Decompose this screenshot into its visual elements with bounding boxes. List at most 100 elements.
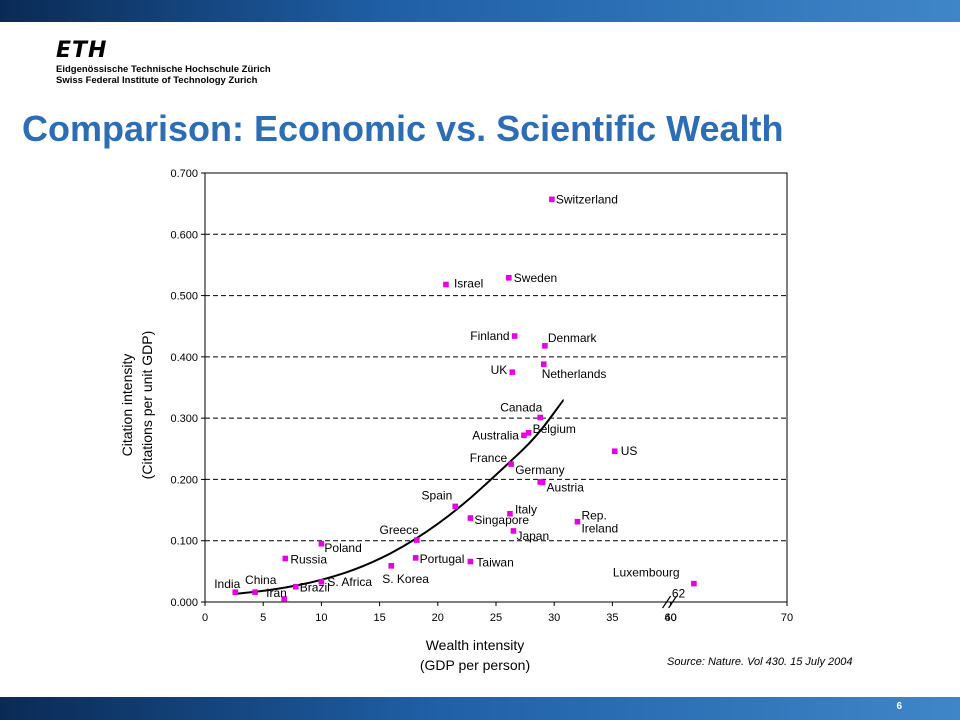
x-tick-label: 60 (664, 612, 676, 624)
x-tick-label: 10 (315, 612, 327, 624)
point-label: Canada (500, 401, 542, 415)
y-tick-label: 0.500 (170, 291, 198, 303)
x-tick-label: 5 (260, 612, 266, 624)
data-point (540, 361, 547, 368)
data-point (611, 448, 618, 455)
data-point (252, 589, 258, 595)
data-point (506, 274, 512, 281)
data-point (574, 518, 581, 525)
page-number: 6 (896, 701, 902, 712)
x-tick-label: 40 (664, 612, 676, 624)
point-label: Luxembourg (613, 566, 680, 580)
tick-labels: 0.000 0.100 0.200 0.300 0.400 0.500 0.600 0.700… (170, 168, 793, 624)
point-label: Germany (515, 463, 564, 477)
y-tick-label: 0.100 (170, 536, 198, 548)
y-tick-label: 0.200 (170, 474, 198, 486)
source-note: Source: Nature. Vol 430. 15 July 2004 (667, 656, 853, 668)
data-point (542, 343, 548, 349)
x-tick-label: 15 (373, 612, 385, 624)
data-point (467, 558, 474, 565)
data-point (691, 580, 697, 587)
point-label: Australia (472, 428, 519, 442)
x-tick-label: 0 (202, 612, 208, 624)
point-label: Austria (547, 480, 585, 494)
slide-title: Comparison: Economic vs. Scientific Weal… (22, 108, 784, 149)
data-point (281, 596, 287, 602)
data-point (537, 414, 544, 421)
point-label: Singapore (474, 513, 529, 527)
point-label: Netherlands (542, 367, 607, 381)
point-label: Iran (266, 586, 287, 600)
point-label: Denmark (548, 331, 598, 345)
gridlines (205, 233, 787, 542)
data-point (549, 196, 555, 203)
data-point (292, 583, 299, 590)
data-point (525, 430, 532, 436)
point-label: S. Africa (327, 575, 372, 589)
point-label: Belgium (533, 422, 576, 436)
plot-frame (204, 172, 788, 603)
point-label: Switzerland (556, 192, 618, 206)
point-label: Finland (470, 329, 509, 343)
data-point (509, 369, 516, 375)
point-label: Greece (379, 523, 419, 537)
point-label: Portugal (420, 552, 465, 566)
point-label: Brazil (300, 581, 330, 595)
y-tick-label: 0.600 (170, 229, 198, 241)
x-axis-title: (GDP per person) (420, 657, 530, 673)
point-label: UK (491, 363, 508, 377)
logo-mark: ETH (56, 38, 108, 63)
data-point (282, 555, 289, 562)
point-label: US (621, 444, 638, 458)
y-axis-title: (Citations per unit GDP) (139, 331, 155, 480)
y-tick-label: 0.000 (170, 597, 198, 609)
x-tick-label: 20 (432, 612, 444, 624)
data-point (507, 510, 513, 517)
scatter-chart: 0.000 0.100 0.200 0.300 0.400 0.500 0.600 0.700… (119, 168, 793, 673)
point-label: China (245, 573, 277, 587)
data-point (388, 563, 395, 569)
top-banner (0, 0, 960, 22)
y-tick-label: 0.700 (170, 168, 198, 180)
data-point (232, 589, 239, 595)
point-label: Spain (422, 488, 453, 502)
data-point (412, 555, 419, 561)
axis-break-mark (668, 595, 678, 609)
y-tick-label: 0.400 (170, 352, 198, 364)
data-point (511, 333, 518, 339)
axis-break-mark (662, 595, 672, 609)
eth-logo: ETH Eidgenössische Technische Hochschule… (56, 38, 271, 87)
data-point (318, 540, 325, 547)
point-label: India (214, 577, 240, 591)
point-label: Taiwan (476, 556, 513, 570)
data-point (510, 528, 517, 534)
data-point (414, 537, 420, 543)
point-label: Japan (516, 529, 549, 543)
point-label: Rep. Ireland (581, 509, 618, 536)
data-point (318, 578, 325, 585)
logo-line-german: Eidgenössische Technische Hochschule Zür… (56, 64, 271, 75)
y-tick-label: 0.300 (170, 413, 198, 425)
x-tick-label: 35 (606, 612, 618, 624)
bottom-banner: 6 (0, 697, 960, 720)
point-labels: Switzerland Israel Sweden Finland Denmark UK N… (214, 192, 685, 600)
x-tick-label: 30 (548, 612, 560, 624)
axis-titles: Wealth intensity (GDP per person) Citation… (119, 331, 530, 673)
data-point (452, 503, 459, 510)
point-label: Russia (290, 552, 327, 566)
x-tick-label: 25 (490, 612, 502, 624)
axes (201, 172, 788, 609)
point-label: Israel (454, 277, 483, 291)
data-point (508, 461, 514, 467)
point-label: Poland (324, 541, 361, 555)
x-axis-title: Wealth intensity (426, 637, 525, 653)
data-point (467, 515, 474, 521)
point-label: Italy (515, 503, 537, 517)
point-label: Sweden (514, 271, 557, 285)
outlier-value-label: 62 (672, 587, 686, 601)
y-axis-title: Citation intensity (119, 354, 135, 457)
point-label: France (470, 451, 508, 465)
data-point (443, 281, 449, 288)
data-point (521, 432, 527, 439)
data-point (539, 479, 546, 486)
